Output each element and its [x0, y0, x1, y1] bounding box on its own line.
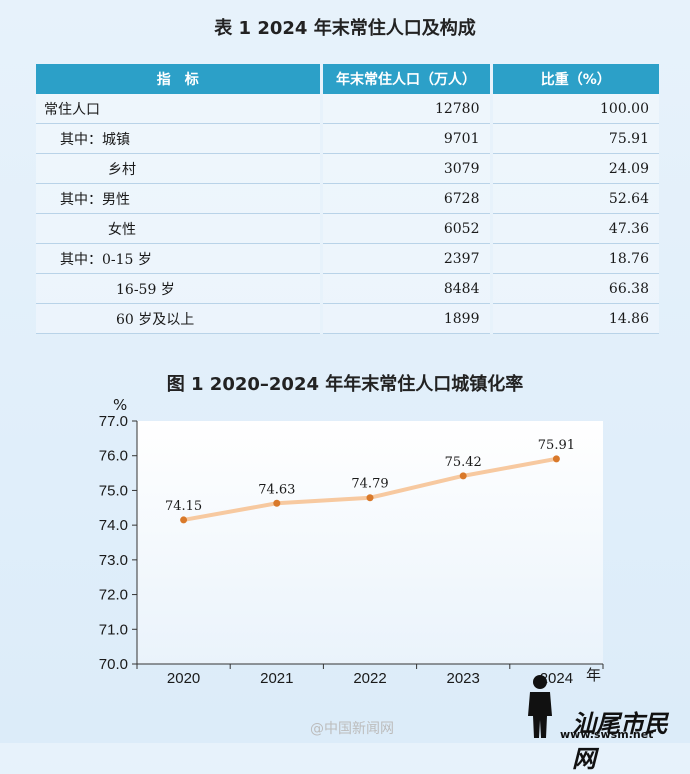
table-row: 其中：城镇 9701 75.91 — [36, 123, 659, 154]
x-tick-label: 2021 — [260, 670, 293, 687]
plot-area — [137, 421, 603, 664]
header-share: 比重（%） — [491, 64, 659, 94]
row-population: 6728 — [321, 183, 493, 214]
data-label: 74.79 — [351, 477, 388, 492]
row-label: 女性 — [36, 213, 323, 244]
table-row: 16-59 岁 8484 66.38 — [36, 273, 659, 304]
population-table: 指 标 年末常住人口（万人） 比重（%） 常住人口 12780 100.00 其中：城… — [36, 64, 659, 334]
x-axis-unit: 年 — [586, 666, 601, 684]
y-tick-label: 77.0 — [99, 413, 128, 430]
data-label: 74.15 — [165, 499, 202, 514]
y-tick-label: 71.0 — [99, 621, 128, 638]
table-row: 乡村 3079 24.09 — [36, 153, 659, 184]
chart-title: 图 1 2020–2024 年年末常住人口城镇化率 — [166, 374, 524, 395]
data-point — [366, 494, 374, 502]
row-label: 60 岁及以上 — [36, 303, 323, 334]
table-row: 其中：男性 6728 52.64 — [36, 183, 659, 214]
y-tick-label: 75.0 — [99, 482, 128, 499]
row-share: 100.00 — [491, 94, 659, 124]
table-row: 常住人口 12780 100.00 — [36, 94, 659, 124]
row-label: 16-59 岁 — [36, 273, 323, 304]
data-point — [273, 499, 281, 507]
row-population: 3079 — [321, 153, 493, 184]
table-row: 其中：0-15 岁 2397 18.76 — [36, 243, 659, 274]
row-share: 24.09 — [491, 153, 659, 184]
y-axis-unit: % — [113, 396, 127, 414]
table-row: 女性 6052 47.36 — [36, 213, 659, 244]
x-tick-label: 2023 — [447, 670, 480, 687]
row-population: 1899 — [321, 303, 493, 334]
row-share: 14.86 — [491, 303, 659, 334]
y-tick-label: 73.0 — [99, 552, 128, 569]
y-tick-label: 74.0 — [99, 517, 128, 534]
row-share: 75.91 — [491, 123, 659, 154]
row-label: 乡村 — [36, 153, 323, 184]
data-point — [552, 455, 560, 463]
x-tick-label: 2022 — [353, 670, 386, 687]
y-tick-label: 72.0 — [99, 587, 128, 604]
watermark-url: www.swsm.net — [560, 728, 654, 741]
header-indicator: 指 标 — [36, 64, 323, 94]
row-share: 52.64 — [491, 183, 659, 214]
x-tick-label: 2020 — [167, 670, 200, 687]
row-share: 18.76 — [491, 243, 659, 274]
row-population: 6052 — [321, 213, 493, 244]
row-share: 66.38 — [491, 273, 659, 304]
y-tick-label: 70.0 — [99, 656, 128, 673]
data-point — [459, 472, 467, 480]
table-title: 表 1 2024 年末常住人口及构成 — [214, 18, 476, 39]
row-label: 其中：男性 — [36, 183, 323, 214]
row-share: 47.36 — [491, 213, 659, 244]
table-body: 常住人口 12780 100.00 其中：城镇 9701 75.91 乡村 3079 24.09… — [36, 94, 659, 334]
table-header-row: 指 标 年末常住人口（万人） 比重（%） — [36, 64, 659, 94]
row-label: 其中：城镇 — [36, 123, 323, 154]
row-population: 12780 — [321, 94, 493, 124]
data-label: 75.42 — [445, 455, 482, 470]
table-row: 60 岁及以上 1899 14.86 — [36, 303, 659, 334]
row-population: 2397 — [321, 243, 493, 274]
row-population: 9701 — [321, 123, 493, 154]
x-tick-label: 2024 — [540, 670, 573, 687]
data-label: 75.91 — [538, 438, 575, 453]
header-population: 年末常住人口（万人） — [321, 64, 493, 94]
person-silhouette-icon — [528, 675, 552, 738]
data-label: 74.63 — [258, 482, 295, 497]
row-population: 8484 — [321, 273, 493, 304]
row-label: 常住人口 — [36, 94, 323, 124]
watermark-source: @中国新闻网 — [310, 721, 394, 737]
y-tick-label: 76.0 — [99, 448, 128, 465]
data-point — [180, 516, 188, 524]
urbanization-line-chart: 77.0 76.0 75.0 74.0 73.0 72.0 71.0 70.0 2020 2021… — [99, 396, 604, 687]
row-label: 其中：0-15 岁 — [36, 243, 323, 274]
